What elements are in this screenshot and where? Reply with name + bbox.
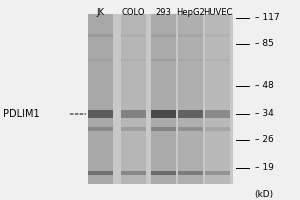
Bar: [121, 14, 146, 184]
Bar: [88, 14, 113, 184]
Text: – 19: – 19: [255, 163, 274, 172]
Text: HepG2: HepG2: [176, 8, 205, 17]
Bar: [151, 34, 176, 37]
Bar: [88, 127, 113, 131]
Bar: [151, 127, 176, 131]
Text: PDLIM1: PDLIM1: [3, 109, 40, 119]
Text: (kD): (kD): [254, 190, 274, 199]
Bar: [178, 171, 203, 175]
Bar: [88, 110, 113, 118]
Bar: [151, 14, 176, 184]
Bar: [88, 171, 113, 175]
Bar: [178, 127, 203, 131]
Text: JK: JK: [97, 8, 104, 17]
Bar: [178, 34, 203, 37]
Bar: [205, 110, 230, 118]
Bar: [151, 110, 176, 118]
Bar: [178, 14, 203, 184]
Bar: [205, 171, 230, 175]
Bar: [88, 59, 113, 61]
Bar: [121, 171, 146, 175]
Text: 293: 293: [156, 8, 171, 17]
Bar: [178, 110, 203, 118]
Bar: [121, 59, 146, 61]
Text: – 85: – 85: [255, 40, 274, 48]
Text: – 48: – 48: [255, 81, 274, 90]
Bar: [121, 110, 146, 118]
Bar: [151, 59, 176, 61]
Text: – 117: – 117: [255, 14, 280, 22]
Text: – 26: – 26: [255, 136, 274, 144]
Bar: [151, 171, 176, 175]
Bar: [121, 127, 146, 131]
Bar: [88, 14, 232, 184]
Bar: [178, 59, 203, 61]
Bar: [205, 59, 230, 61]
Bar: [205, 34, 230, 37]
Bar: [205, 14, 230, 184]
Text: HUVEC: HUVEC: [203, 8, 232, 17]
Bar: [88, 34, 113, 37]
Bar: [205, 127, 230, 131]
Text: COLO: COLO: [122, 8, 145, 17]
Bar: [121, 34, 146, 37]
Text: – 34: – 34: [255, 109, 274, 118]
